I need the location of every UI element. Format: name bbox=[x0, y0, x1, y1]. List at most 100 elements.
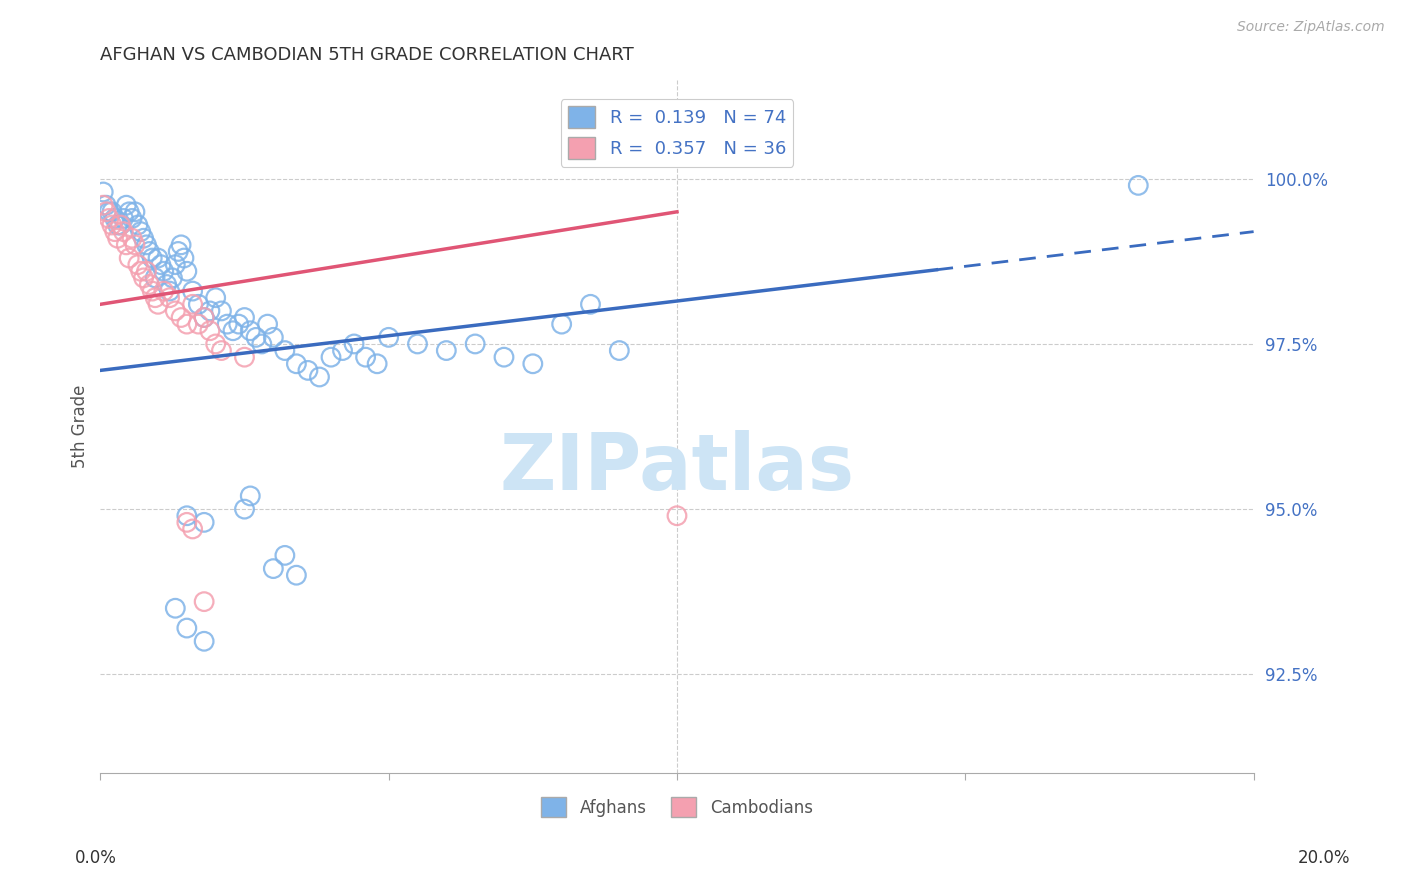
Point bbox=[181, 522, 204, 536]
Point bbox=[121, 231, 143, 245]
Point bbox=[550, 317, 572, 331]
Text: AFGHAN VS CAMBODIAN 5TH GRADE CORRELATION CHART: AFGHAN VS CAMBODIAN 5TH GRADE CORRELATIO… bbox=[100, 46, 634, 64]
Point bbox=[222, 324, 245, 338]
Point bbox=[1128, 178, 1150, 193]
Point bbox=[98, 211, 121, 226]
Point bbox=[233, 502, 256, 516]
Point bbox=[143, 291, 166, 305]
Point bbox=[176, 508, 198, 523]
Point bbox=[143, 271, 166, 285]
Point bbox=[285, 568, 308, 582]
Point bbox=[129, 264, 152, 278]
Point bbox=[101, 204, 124, 219]
Point bbox=[297, 363, 319, 377]
Point bbox=[665, 508, 688, 523]
Point bbox=[124, 204, 146, 219]
Point bbox=[101, 218, 124, 232]
Text: 20.0%: 20.0% bbox=[1298, 849, 1351, 867]
Point bbox=[121, 211, 143, 226]
Point bbox=[138, 244, 160, 259]
Point bbox=[354, 350, 377, 364]
Point bbox=[377, 330, 399, 344]
Point bbox=[146, 251, 169, 265]
Point bbox=[176, 264, 198, 278]
Point bbox=[94, 198, 117, 212]
Point bbox=[274, 343, 297, 358]
Point bbox=[98, 204, 121, 219]
Point bbox=[233, 310, 256, 325]
Point bbox=[193, 594, 215, 608]
Point bbox=[156, 277, 179, 292]
Point bbox=[176, 317, 198, 331]
Point bbox=[187, 317, 209, 331]
Point bbox=[110, 218, 132, 232]
Point bbox=[250, 337, 273, 351]
Point bbox=[193, 516, 215, 530]
Point bbox=[245, 330, 267, 344]
Legend: Afghans, Cambodians: Afghans, Cambodians bbox=[534, 790, 820, 824]
Point bbox=[492, 350, 515, 364]
Point bbox=[193, 310, 215, 325]
Point bbox=[110, 218, 132, 232]
Point bbox=[579, 297, 602, 311]
Point bbox=[118, 204, 141, 219]
Point bbox=[233, 350, 256, 364]
Point bbox=[209, 304, 232, 318]
Point bbox=[135, 237, 157, 252]
Point bbox=[112, 225, 135, 239]
Point bbox=[262, 561, 284, 575]
Point bbox=[162, 271, 184, 285]
Point bbox=[607, 343, 630, 358]
Point bbox=[91, 185, 114, 199]
Point bbox=[187, 297, 209, 311]
Point bbox=[149, 258, 172, 272]
Point bbox=[146, 297, 169, 311]
Point bbox=[204, 337, 226, 351]
Text: Source: ZipAtlas.com: Source: ZipAtlas.com bbox=[1237, 20, 1385, 34]
Point bbox=[141, 251, 163, 265]
Point bbox=[193, 310, 215, 325]
Point bbox=[132, 231, 155, 245]
Point bbox=[181, 297, 204, 311]
Point bbox=[285, 357, 308, 371]
Point bbox=[204, 291, 226, 305]
Point bbox=[91, 198, 114, 212]
Point bbox=[198, 304, 221, 318]
Point bbox=[165, 304, 187, 318]
Text: ZIPatlas: ZIPatlas bbox=[499, 430, 855, 506]
Point bbox=[127, 258, 149, 272]
Point bbox=[170, 310, 193, 325]
Point bbox=[170, 237, 193, 252]
Point bbox=[159, 291, 181, 305]
Point bbox=[141, 284, 163, 298]
Point bbox=[319, 350, 342, 364]
Point bbox=[138, 277, 160, 292]
Point bbox=[167, 244, 190, 259]
Point bbox=[115, 198, 138, 212]
Point bbox=[94, 204, 117, 219]
Text: 0.0%: 0.0% bbox=[75, 849, 117, 867]
Point bbox=[434, 343, 457, 358]
Point bbox=[217, 317, 239, 331]
Point bbox=[181, 284, 204, 298]
Point bbox=[132, 271, 155, 285]
Point bbox=[176, 516, 198, 530]
Point bbox=[152, 264, 174, 278]
Point bbox=[464, 337, 486, 351]
Point bbox=[104, 225, 127, 239]
Point bbox=[124, 237, 146, 252]
Point bbox=[115, 237, 138, 252]
Point bbox=[274, 549, 297, 563]
Point bbox=[343, 337, 366, 351]
Point bbox=[228, 317, 250, 331]
Point bbox=[159, 284, 181, 298]
Point bbox=[112, 211, 135, 226]
Point bbox=[256, 317, 278, 331]
Point bbox=[165, 601, 187, 615]
Point bbox=[239, 324, 262, 338]
Point bbox=[198, 324, 221, 338]
Point bbox=[129, 225, 152, 239]
Point bbox=[107, 218, 129, 232]
Point bbox=[176, 621, 198, 635]
Point bbox=[522, 357, 544, 371]
